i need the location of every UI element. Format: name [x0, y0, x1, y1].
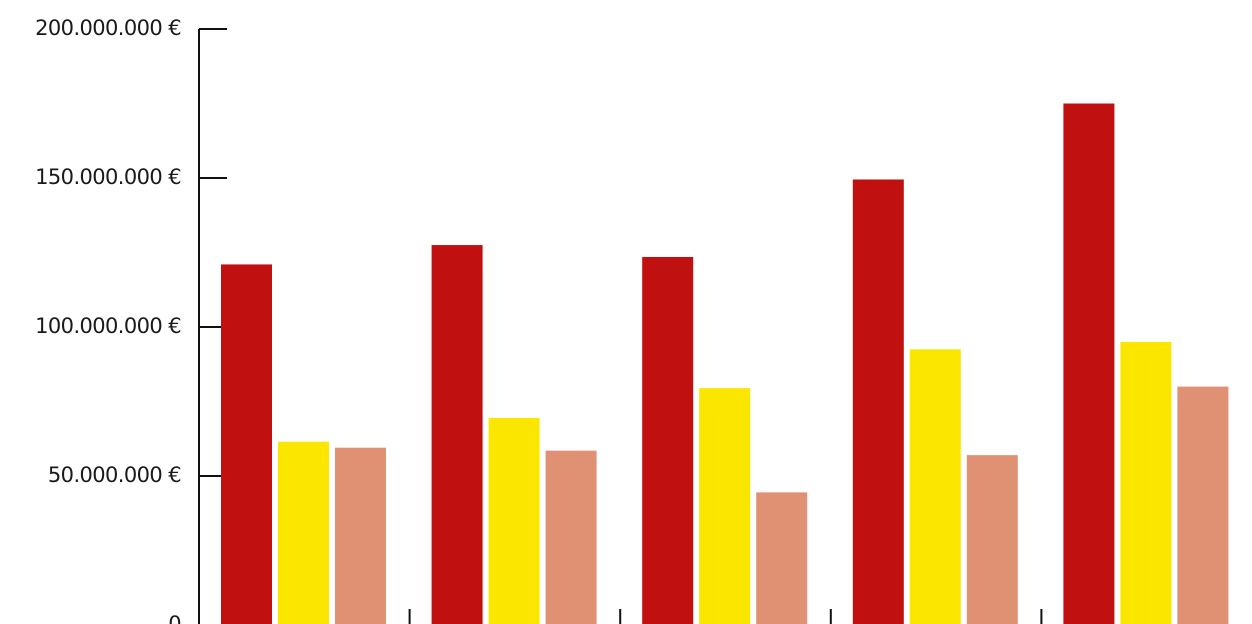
- bar: [431, 245, 483, 624]
- bar: [699, 388, 751, 624]
- bar: [1063, 103, 1115, 624]
- y-tick-label: 100.000.000 €: [35, 314, 181, 338]
- bar: [488, 417, 540, 624]
- bars: [221, 103, 1229, 624]
- bar: [966, 455, 1018, 624]
- y-tick-label: 50.000.000 €: [48, 463, 181, 487]
- y-tick-label: 200.000.000 €: [35, 16, 181, 40]
- bar: [278, 441, 329, 624]
- bar: [1177, 386, 1229, 624]
- y-axis: 0 50.000.000 € 100.000.000 € 150.000.000 € 2…: [35, 16, 227, 624]
- bar: [1120, 341, 1172, 624]
- bar: [221, 264, 272, 624]
- bar: [756, 492, 808, 624]
- x-axis-ticks: [408, 609, 1043, 624]
- bar: [545, 450, 597, 624]
- bar: [852, 179, 904, 624]
- bar: [335, 447, 386, 624]
- bar: [642, 256, 694, 624]
- bar: [909, 349, 961, 624]
- y-tick-label: 0: [168, 612, 181, 624]
- y-tick-label: 150.000.000 €: [35, 165, 181, 189]
